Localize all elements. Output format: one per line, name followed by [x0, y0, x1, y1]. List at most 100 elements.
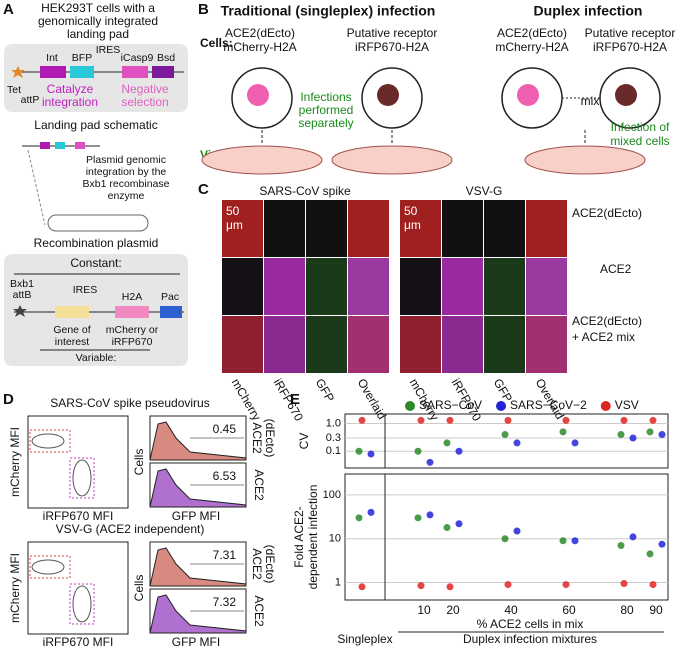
title: landing pad: [67, 27, 129, 41]
point: [504, 581, 512, 589]
panel-letter: A: [3, 1, 14, 18]
label: VSV-G: [466, 184, 503, 198]
value: 7.32: [213, 595, 237, 609]
title: genomically integrated: [38, 14, 158, 28]
label: Putative receptor: [585, 26, 676, 40]
label: separately: [298, 116, 353, 130]
micrograph: [484, 200, 525, 257]
label: Negative: [121, 82, 169, 96]
row-label: ACE2: [252, 469, 266, 501]
micrograph: [306, 200, 347, 257]
contour: [72, 585, 92, 623]
point: [649, 416, 657, 424]
dish: [331, 145, 453, 175]
point: [358, 416, 366, 424]
label: Int: [46, 52, 58, 64]
label: mCherry or: [106, 324, 159, 336]
label: ACE2(dEcto): [497, 26, 567, 40]
histogram: [149, 594, 247, 634]
label: IRES: [73, 284, 98, 296]
heading: Duplex infection: [534, 3, 643, 19]
micrograph: [484, 316, 525, 373]
star: [11, 66, 25, 78]
x-tick-label: 60: [562, 603, 576, 617]
label: ACE2(dEcto): [572, 206, 642, 220]
label: Putative receptor: [347, 26, 438, 40]
point: [562, 416, 570, 424]
axis-title: % ACE2 cells in mix: [477, 617, 584, 631]
box: [4, 254, 188, 366]
nucleus: [517, 84, 539, 106]
panel-e: E 1.0 0.30.1 1 10 100 CV Fold ACE2- dependent i…: [290, 391, 669, 646]
x-tick-label: 20: [446, 603, 460, 617]
micrograph: [264, 258, 305, 315]
scale-label: 50: [226, 204, 240, 218]
point: [455, 447, 463, 455]
label: Infection of: [611, 120, 670, 134]
label: iRFP670-H2A: [593, 40, 667, 54]
point: [414, 514, 422, 522]
arrow: [27, 149, 46, 226]
group-label: Duplex infection mixtures: [463, 632, 597, 646]
column-label: GFP: [313, 376, 337, 404]
point: [559, 428, 567, 436]
label: mixed cells: [610, 134, 669, 148]
dish: [524, 145, 646, 175]
micrograph: [264, 316, 305, 373]
point: [658, 431, 666, 439]
micrograph: [222, 316, 263, 373]
label: ACE2(dEcto): [225, 26, 295, 40]
gene: [55, 306, 89, 318]
legend-label: SARS−CoV−2: [510, 398, 587, 412]
label: performed: [299, 103, 354, 117]
point: [629, 533, 637, 541]
gate: [69, 457, 95, 499]
nucleus: [247, 84, 269, 106]
label: iRFP670: [112, 336, 153, 348]
point: [617, 431, 625, 439]
row-label: ACE2: [250, 422, 264, 454]
micrograph: [526, 200, 567, 257]
legend-marker: [600, 401, 611, 411]
plot-frame: [344, 473, 669, 601]
point: [658, 540, 666, 548]
label: Recombination plasmid: [34, 236, 159, 250]
label: Tet: [7, 84, 21, 96]
label: mCherry-H2A: [223, 40, 296, 54]
value: 0.45: [213, 422, 237, 436]
micrograph: [400, 258, 441, 315]
contour: [31, 433, 65, 449]
y-tick-label: 1.0: [326, 417, 341, 429]
point: [620, 580, 628, 588]
point: [443, 439, 451, 447]
axis-title: iRFP670 MFI: [43, 635, 114, 646]
micrograph: [348, 316, 389, 373]
micrograph: [222, 200, 263, 257]
label: Gene of: [53, 324, 90, 336]
panel-letter: E: [290, 391, 300, 408]
star: [13, 305, 27, 317]
point: [455, 520, 463, 528]
y-tick-label: 0.3: [326, 432, 341, 444]
column-label: iRFP670: [271, 376, 307, 424]
value: 6.53: [213, 469, 237, 483]
gate: [69, 583, 95, 625]
label: ACE2: [600, 262, 632, 276]
point: [649, 581, 657, 589]
label: iRFP670-H2A: [355, 40, 429, 54]
legend-label: VSV: [615, 398, 639, 412]
plasmid: [47, 214, 149, 232]
micrograph: [526, 258, 567, 315]
panel-letter: B: [198, 1, 209, 18]
panel-letter: C: [198, 181, 209, 198]
point: [358, 583, 366, 591]
axis-title: dependent infection: [306, 485, 320, 590]
scale-label: μm: [226, 218, 243, 232]
column-label: Overlaid: [355, 376, 389, 422]
point: [559, 537, 567, 545]
y-tick-label: 100: [323, 489, 341, 501]
panel-b: B Traditional (singleplex) infection Dup…: [198, 1, 676, 175]
label: ACE2(dEcto): [572, 314, 642, 328]
gene: [55, 142, 65, 149]
